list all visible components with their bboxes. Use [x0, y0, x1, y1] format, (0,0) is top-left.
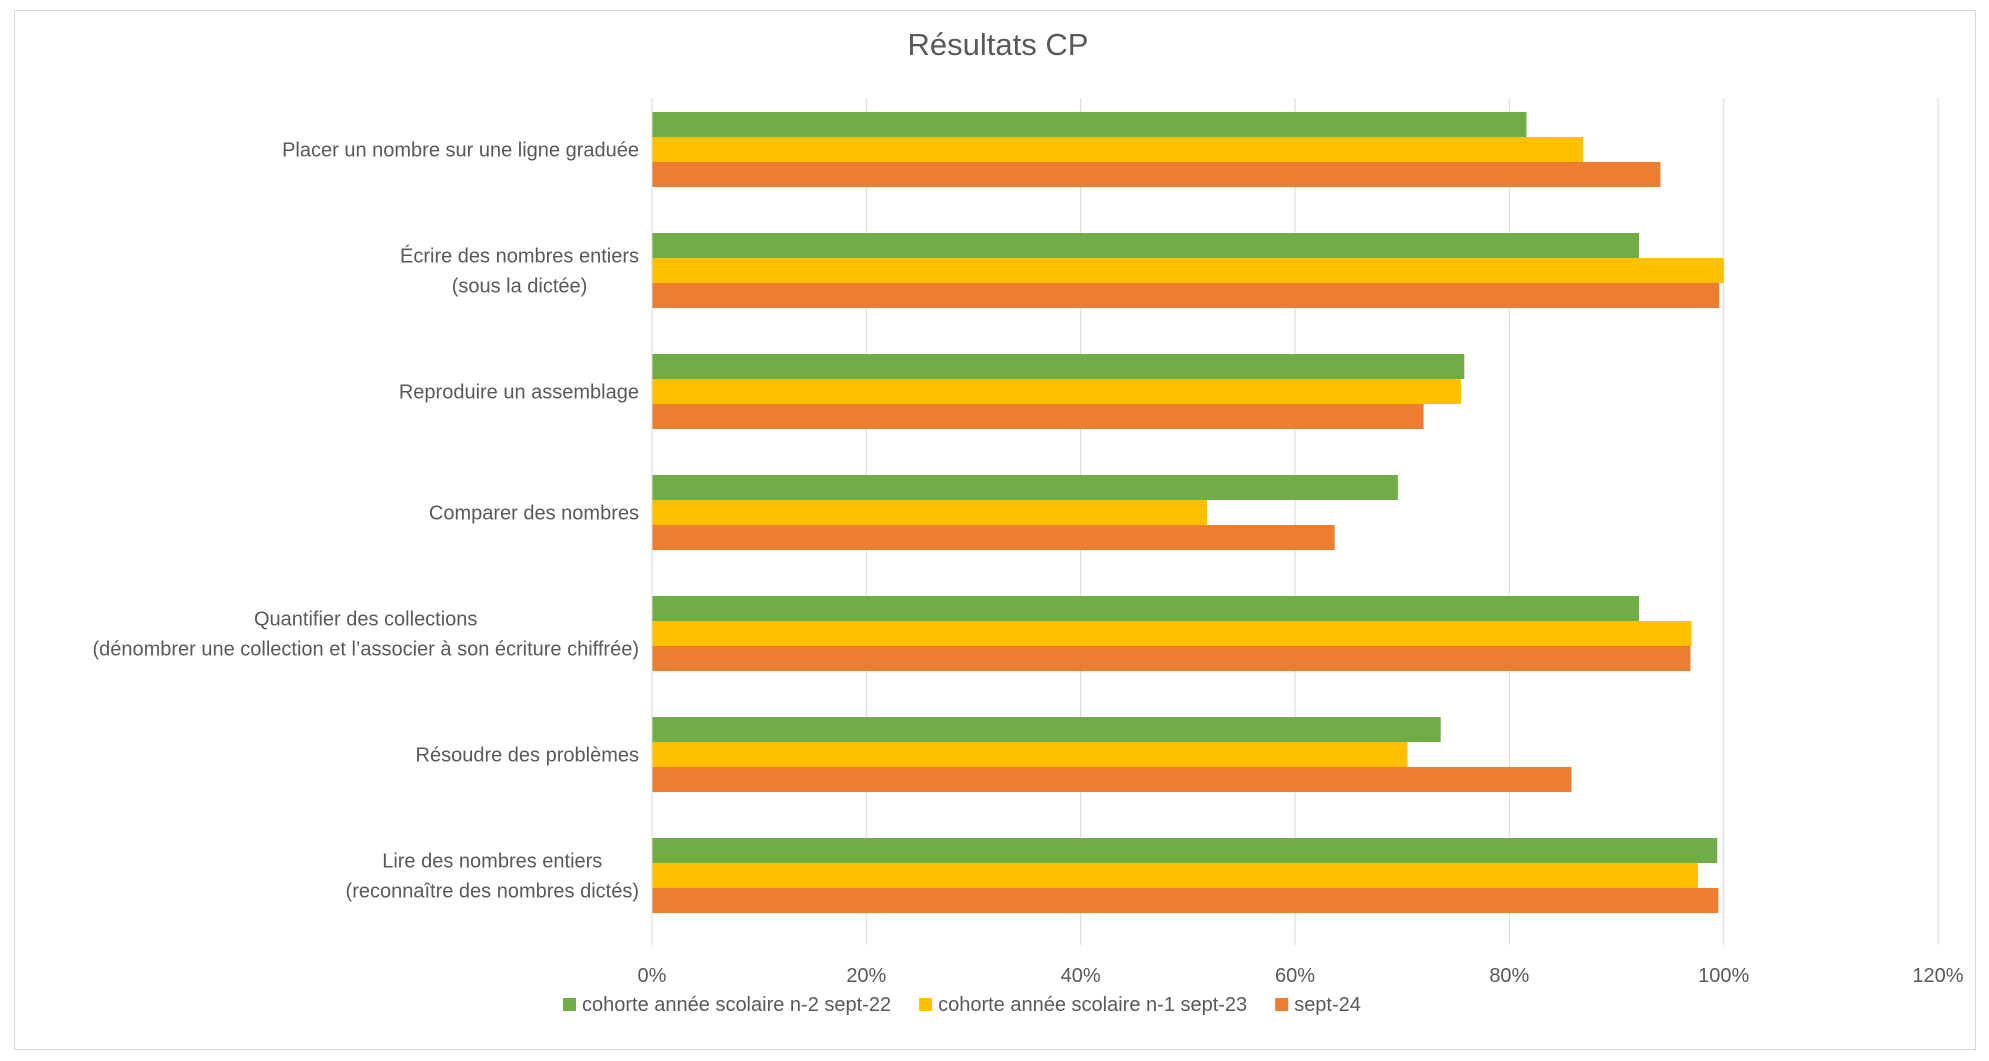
bar	[652, 863, 1698, 888]
bar	[652, 596, 1640, 621]
legend-swatch	[563, 998, 576, 1011]
x-tick-label: 60%	[1275, 965, 1315, 987]
bar-chart: Résultats CP 0% 20% 40% 60% 80% 100% 120% Plac…	[92, 27, 1964, 1016]
bar	[652, 646, 1691, 671]
legend-swatch	[1275, 998, 1289, 1011]
bar	[652, 500, 1208, 525]
bars	[652, 112, 1724, 913]
chart-frame: Résultats CP 0% 20% 40% 60% 80% 100% 120% Plac…	[14, 10, 1976, 1050]
legend-label: sept-24	[1294, 994, 1361, 1016]
bar	[652, 767, 1572, 792]
bar	[652, 137, 1584, 162]
bar	[652, 717, 1441, 742]
bar	[652, 404, 1424, 429]
bar	[652, 888, 1719, 913]
bar	[652, 525, 1335, 550]
bar	[652, 379, 1462, 404]
bar	[652, 258, 1724, 283]
category-label: (reconnaître des nombres dictés)	[346, 881, 639, 903]
chart-title: Résultats CP	[908, 27, 1089, 62]
legend-label: cohorte année scolaire n-1 sept-23	[938, 994, 1247, 1016]
bar	[652, 162, 1661, 187]
bar	[652, 838, 1718, 863]
x-tick-label: 20%	[846, 965, 886, 987]
category-label: Placer un nombre sur une ligne graduée	[282, 140, 639, 162]
category-label: (dénombrer une collection et l’associer …	[92, 639, 639, 661]
category-label: Lire des nombres entiers	[382, 851, 602, 873]
bar	[652, 354, 1465, 379]
bar	[652, 283, 1720, 308]
x-tick-label: 0%	[638, 965, 667, 987]
bar	[652, 233, 1640, 258]
category-label: Résoudre des problèmes	[416, 745, 639, 767]
legend: cohorte année scolaire n-2 sept-22 cohort…	[563, 994, 1361, 1016]
category-label: Quantifier des collections	[254, 609, 477, 631]
x-tick-label: 80%	[1489, 965, 1529, 987]
legend-label: cohorte année scolaire n-2 sept-22	[582, 994, 891, 1016]
bar	[652, 112, 1527, 137]
category-label: Écrire des nombres entiers	[400, 245, 639, 268]
category-label: (sous la dictée)	[452, 276, 588, 298]
x-tick-label: 120%	[1912, 965, 1963, 987]
x-tick-label: 100%	[1698, 965, 1749, 987]
legend-swatch	[919, 998, 933, 1011]
bar	[652, 742, 1408, 767]
x-tick-label: 40%	[1061, 965, 1101, 987]
category-label: Comparer des nombres	[429, 503, 639, 525]
bar	[652, 621, 1692, 646]
x-axis: 0% 20% 40% 60% 80% 100% 120%	[638, 98, 1964, 987]
category-labels: Placer un nombre sur une ligne graduée Éc…	[92, 140, 639, 903]
bar	[652, 475, 1398, 500]
category-label: Reproduire un assemblage	[399, 382, 639, 404]
